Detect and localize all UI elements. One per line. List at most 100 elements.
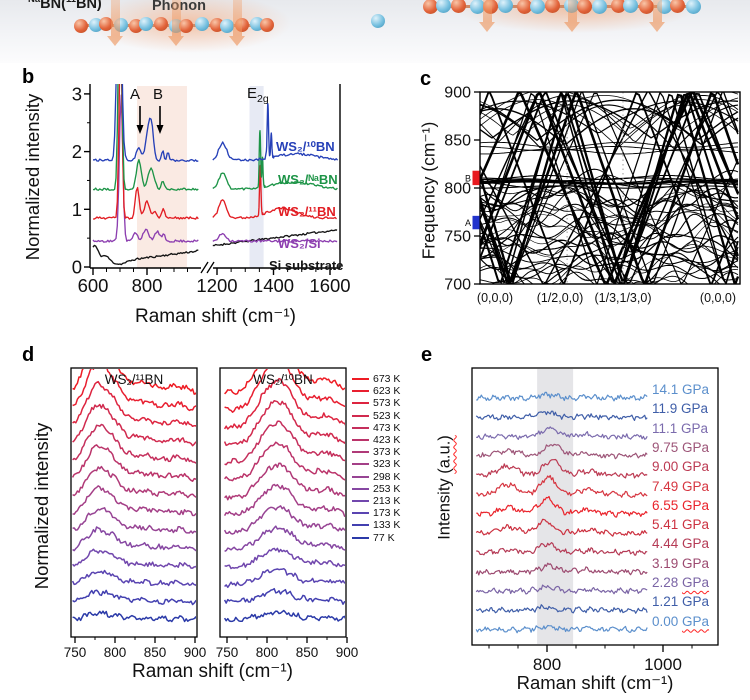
boron-atom bbox=[638, 0, 654, 15]
d-y-axis-label: Normalized intensity bbox=[31, 422, 52, 590]
phonon-arrow bbox=[167, 0, 184, 46]
temperature-curve bbox=[72, 369, 196, 412]
pressure-curve bbox=[476, 391, 648, 402]
temperature-curve bbox=[72, 526, 196, 552]
temperature-curve bbox=[72, 610, 196, 623]
x-tick-label: 1200 bbox=[196, 275, 237, 296]
phonon-arrow bbox=[478, 0, 495, 32]
temperature-curve bbox=[223, 377, 345, 430]
spectrum-curve bbox=[212, 164, 337, 220]
pressure-label: 1.21 GPa bbox=[652, 594, 709, 609]
atom-bond bbox=[429, 4, 695, 8]
x-tick-label: 800 bbox=[132, 275, 163, 296]
legend-row: 173 K bbox=[352, 507, 400, 519]
spectrum-curve bbox=[212, 102, 339, 162]
nitrogen-atom bbox=[470, 0, 486, 15]
boron-atom bbox=[259, 18, 274, 33]
x-tick-label: 800 bbox=[533, 655, 561, 674]
legend-row: 573 K bbox=[352, 397, 400, 409]
temperature-curve bbox=[224, 420, 345, 466]
phonon-arrow bbox=[648, 0, 665, 32]
pressure-value: 6.55 bbox=[652, 497, 683, 513]
marker-b bbox=[472, 170, 480, 186]
legend-row: 673 K bbox=[352, 373, 400, 385]
pressure-unit: GPa bbox=[682, 555, 710, 571]
phonon-band bbox=[480, 148, 739, 155]
phonon-band bbox=[480, 92, 739, 129]
b-y-axis-label: Normalized intensity bbox=[22, 93, 43, 261]
material-label-sup: 11 bbox=[66, 0, 76, 5]
material-label-sup: Na bbox=[28, 0, 40, 5]
y-tick-label: 0 bbox=[72, 257, 82, 278]
pressure-curve bbox=[476, 443, 648, 460]
legend-row: 298 K bbox=[352, 471, 400, 483]
pressure-unit: GPa bbox=[682, 613, 710, 629]
boron-atom bbox=[670, 0, 686, 13]
pressure-value: 9.75 bbox=[652, 439, 683, 455]
boron-atom bbox=[576, 0, 592, 15]
x-tick-label: 1400 bbox=[253, 275, 294, 296]
legend-label: 573 K bbox=[373, 397, 401, 410]
pressure-curve bbox=[475, 584, 648, 595]
k-point-label: (1/2,0,0) bbox=[537, 291, 584, 305]
legend-row: 77 K bbox=[352, 531, 400, 544]
pressure-value: 2.28 bbox=[652, 575, 683, 590]
boron-atom bbox=[517, 0, 533, 14]
y-tick-label: 750 bbox=[444, 229, 471, 246]
legend-label: 213 K bbox=[373, 494, 401, 507]
temperature-curve bbox=[223, 609, 345, 623]
e-y-label-au: (a.u.) bbox=[435, 435, 454, 474]
pressure-unit: GPa bbox=[682, 575, 710, 590]
e2g-sub: 2g bbox=[257, 93, 269, 105]
peak-b-annotation: B bbox=[153, 86, 164, 103]
x-tick-label: 750 bbox=[64, 645, 87, 660]
y-tick-label: 850 bbox=[444, 133, 471, 150]
x-tick-label: 600 bbox=[78, 275, 109, 296]
legend-row: 323 K bbox=[352, 458, 400, 470]
e2g-base: E bbox=[247, 85, 258, 102]
pressure-label: 9.75 GPa bbox=[652, 440, 709, 455]
nitrogen-atom bbox=[623, 0, 639, 14]
y-tick-label: 900 bbox=[444, 85, 471, 102]
peak-arrow-head bbox=[156, 125, 164, 134]
series-label: WS₂/ᴺᵃBN bbox=[278, 172, 338, 187]
phonon-band bbox=[480, 243, 739, 264]
legend-line bbox=[352, 524, 369, 527]
legend-label: 473 K bbox=[373, 421, 401, 434]
peak-arrow-head bbox=[136, 125, 144, 134]
legend-label: 298 K bbox=[373, 470, 401, 483]
phonon-arrow bbox=[228, 0, 245, 46]
temperature-curve bbox=[72, 403, 196, 447]
nitrogen-atom bbox=[371, 14, 385, 28]
pressure-curve bbox=[476, 495, 648, 518]
pressure-unit: GPa bbox=[682, 439, 710, 455]
x-tick-label: 800 bbox=[104, 645, 127, 660]
temperature-curve bbox=[224, 369, 345, 395]
y-tick-label: 1 bbox=[72, 199, 82, 220]
y-tick-label: 800 bbox=[444, 181, 471, 198]
legend-line bbox=[352, 475, 369, 478]
legend-label: 523 K bbox=[373, 409, 401, 422]
x-tick-label: 1000 bbox=[644, 655, 682, 674]
legend-line bbox=[352, 463, 369, 466]
temperature-curve bbox=[72, 569, 196, 587]
temperature-curve bbox=[72, 444, 196, 482]
legend-row: 133 K bbox=[352, 519, 400, 531]
phonon-arrow bbox=[106, 0, 123, 46]
marker-a bbox=[472, 215, 480, 230]
b-axes bbox=[89, 84, 341, 269]
d-frame bbox=[70, 367, 198, 638]
marker-label: A bbox=[465, 218, 471, 228]
pressure-curve bbox=[475, 518, 648, 537]
pressure-unit: GPa bbox=[682, 382, 710, 397]
k-point-label: (0,0,0) bbox=[700, 291, 736, 305]
legend-row: 213 K bbox=[352, 495, 400, 507]
e-y-label-main: Intensity bbox=[435, 473, 454, 540]
spectrum-curve bbox=[92, 94, 199, 243]
phonon-band bbox=[480, 92, 739, 284]
y-tick-label: 2 bbox=[72, 141, 82, 162]
axis-break-mask bbox=[201, 263, 213, 273]
boron-atom bbox=[423, 0, 439, 15]
pressure-label: 2.28 GPa bbox=[652, 575, 709, 590]
phonon-band bbox=[491, 267, 739, 284]
